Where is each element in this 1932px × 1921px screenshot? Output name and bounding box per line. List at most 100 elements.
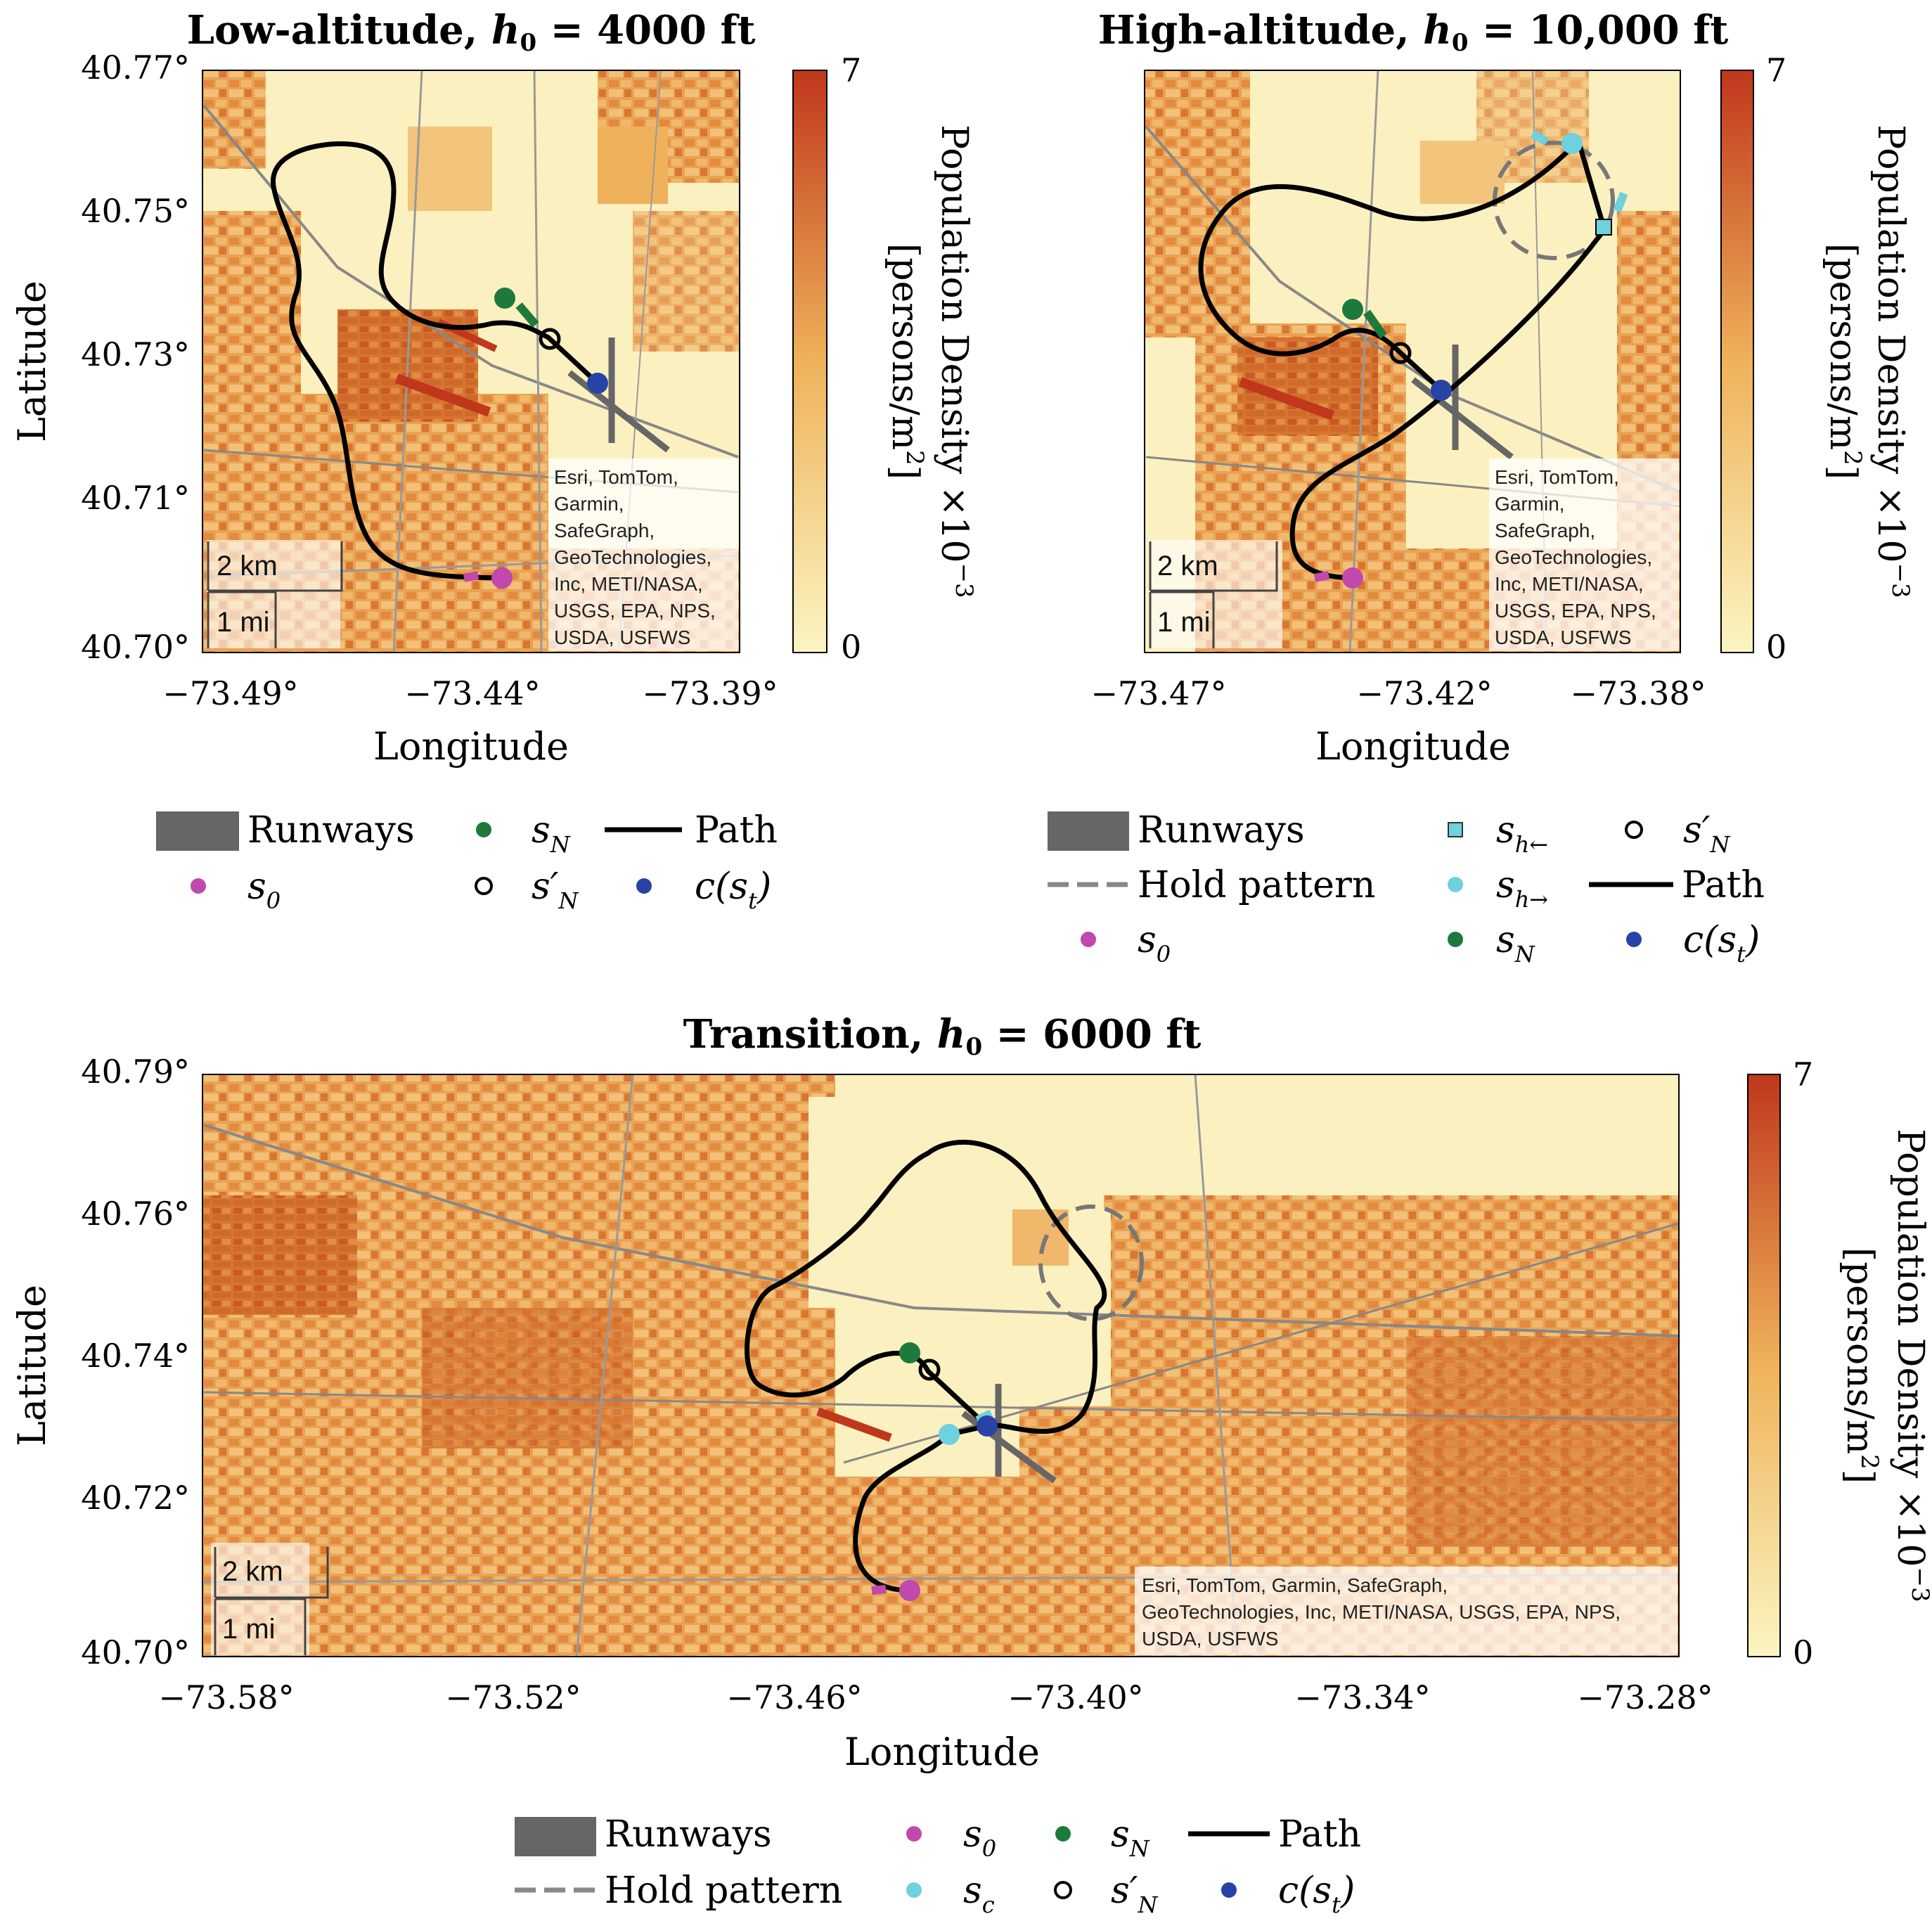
panel-high-altitude: High-altitude, h0 = 10,000 ft: [1090, 7, 1914, 769]
panel-transition: Transition, h0 = 6000 ft: [10, 1011, 1932, 1774]
colorbar-min: 0: [841, 628, 861, 666]
legend-shright-label: sh→: [1496, 864, 1548, 913]
y-tick: 40.77°: [81, 49, 190, 86]
y-tick: 40.79°: [81, 1053, 190, 1091]
sN-marker-high: [1342, 299, 1363, 320]
colorbar-unit: [persons/m2]: [1838, 1247, 1883, 1484]
legend-runways-label: Runways: [1138, 809, 1305, 852]
legend-shright-swatch: [1448, 877, 1463, 892]
attr-line: Garmin,: [554, 493, 624, 515]
attr-line: Esri, TomTom, Garmin, SafeGraph,: [1142, 1574, 1448, 1596]
x-tick: −73.58°: [158, 1678, 294, 1716]
s0-marker-high: [1342, 567, 1363, 589]
legend-sNprime-label: s′N: [1683, 809, 1731, 858]
colorbar-transition: 7 0 Population Density ×10−3 [persons/m2…: [1747, 1055, 1932, 1671]
panel-low-altitude: Low-altitude, h0 = 4000 ft: [10, 7, 978, 769]
legend-runways-swatch: [1048, 811, 1129, 851]
legend-s0-label: s0: [1138, 919, 1171, 968]
colorbar-label: Population Density ×10−3: [1869, 124, 1914, 598]
legend-path-label: Path: [695, 809, 778, 852]
legend-sNprime-label: s′N: [532, 866, 579, 914]
sN-prime-marker-high: [1389, 342, 1412, 364]
path-high: [1198, 136, 1607, 581]
scale-km: 2 km: [1157, 551, 1218, 582]
attr-line: Esri, TomTom,: [554, 466, 678, 488]
colorbar-unit: [persons/m2]: [884, 243, 929, 480]
x-tick: −73.34°: [1294, 1678, 1430, 1716]
legend-sNprime-swatch: [475, 877, 493, 895]
scale-bar-transition: 2 km 1 mi: [211, 1543, 329, 1655]
legend-sN-label: sN: [532, 809, 571, 858]
legend-transition: Runways Hold pattern s0 sc sN s′N Path c…: [515, 1813, 1361, 1918]
colorbar-unit: [persons/m2]: [1822, 243, 1867, 480]
legend-hold-label: Hold pattern: [605, 1870, 842, 1912]
attr-line: USGS, EPA, NPS,: [1495, 600, 1656, 622]
panel-low-title: Low-altitude, h0 = 4000 ft: [187, 7, 756, 57]
sN-heading-high: [1363, 309, 1387, 339]
legend-sNprime-label: s′N: [1111, 1870, 1159, 1918]
runways-low: [567, 338, 670, 453]
y-tick: 40.74°: [81, 1337, 190, 1375]
legend-low: Runways sN Path s0 s′N c(st): [156, 809, 778, 914]
attribution-low: Esri, TomTom, Garmin, SafeGraph, GeoTech…: [548, 458, 738, 651]
x-tick: −73.49°: [162, 674, 298, 712]
x-tick: −73.44°: [404, 674, 540, 712]
attr-line: Esri, TomTom,: [1495, 466, 1619, 488]
axes-frame-high: [1144, 70, 1681, 653]
attribution-high: Esri, TomTom, Garmin, SafeGraph, GeoTech…: [1489, 458, 1679, 651]
axes-frame-transition: [202, 1074, 1680, 1657]
x-tick: −73.47°: [1090, 674, 1226, 712]
legend-cst-swatch: [1626, 932, 1642, 947]
attr-line: USDA, USFWS: [1142, 1628, 1278, 1650]
legend-sN-label: sN: [1111, 1813, 1150, 1862]
colorbar-min: 0: [1793, 1633, 1813, 1671]
x-tick: −73.40°: [1007, 1678, 1143, 1716]
scale-mi: 1 mi: [217, 607, 270, 638]
panel-high-title: High-altitude, h0 = 10,000 ft: [1098, 7, 1729, 57]
legend-sN-swatch: [476, 822, 491, 837]
colorbar-min: 0: [1766, 628, 1786, 666]
legend-s0-label: s0: [963, 1813, 996, 1862]
scale-km: 2 km: [217, 551, 278, 582]
attribution-transition: Esri, TomTom, Garmin, SafeGraph, GeoTech…: [1135, 1567, 1677, 1655]
attr-line: USDA, USFWS: [554, 627, 690, 648]
s0-heading-transition: [871, 1585, 887, 1595]
legend-runways-swatch: [515, 1817, 596, 1856]
path-transition: [745, 1139, 1107, 1593]
legend-cst-label: c(st): [695, 866, 771, 914]
sc-marker-transition: [939, 1424, 960, 1445]
legend-hold-label: Hold pattern: [1138, 864, 1375, 906]
y-tick: 40.72°: [81, 1479, 190, 1517]
scale-mi: 1 mi: [1157, 607, 1211, 638]
s0-marker-transition: [899, 1580, 920, 1601]
legend-cst-label: c(st): [1683, 919, 1760, 968]
colorbar-low: 7 0 Population Density ×10−3 [persons/m2…: [792, 51, 978, 666]
y-tick: 40.73°: [81, 335, 190, 373]
sN-heading-low: [515, 302, 539, 328]
x-tick: −73.46°: [726, 1678, 862, 1716]
legend-sNprime-swatch: [1054, 1881, 1072, 1899]
c-st-marker-low: [587, 373, 608, 394]
attr-line: GeoTechnologies,: [1495, 546, 1652, 568]
legend-shleft-label: sh←: [1496, 809, 1548, 858]
colorbar-high: 7 0 Population Density ×10−3 [persons/m2…: [1720, 51, 1914, 666]
runways-high: [1411, 345, 1514, 460]
legend-sc-swatch: [906, 1882, 922, 1898]
y-tick: 40.70°: [81, 628, 190, 666]
colorbar-label: Population Density ×10−3: [1889, 1129, 1932, 1602]
scale-km: 2 km: [222, 1556, 283, 1587]
x-axis-label: Longitude: [844, 1730, 1040, 1774]
colorbar-max: 7: [1793, 1055, 1813, 1093]
sN-prime-marker-transition: [918, 1358, 941, 1381]
path-low: [271, 141, 600, 581]
sh-left-heading-high: [1613, 191, 1628, 213]
legend-cst-swatch: [636, 878, 652, 894]
legend-sN-swatch: [1055, 1826, 1071, 1842]
y-tick: 40.75°: [81, 192, 190, 230]
legend-cst-label: c(st): [1278, 1870, 1355, 1918]
legend-sNprime-swatch: [1625, 821, 1643, 839]
y-tick: 40.71°: [81, 479, 190, 517]
legend-sc-label: sc: [963, 1870, 995, 1918]
y-axis-label: Latitude: [10, 1285, 54, 1446]
axes-frame-low: [202, 70, 740, 653]
